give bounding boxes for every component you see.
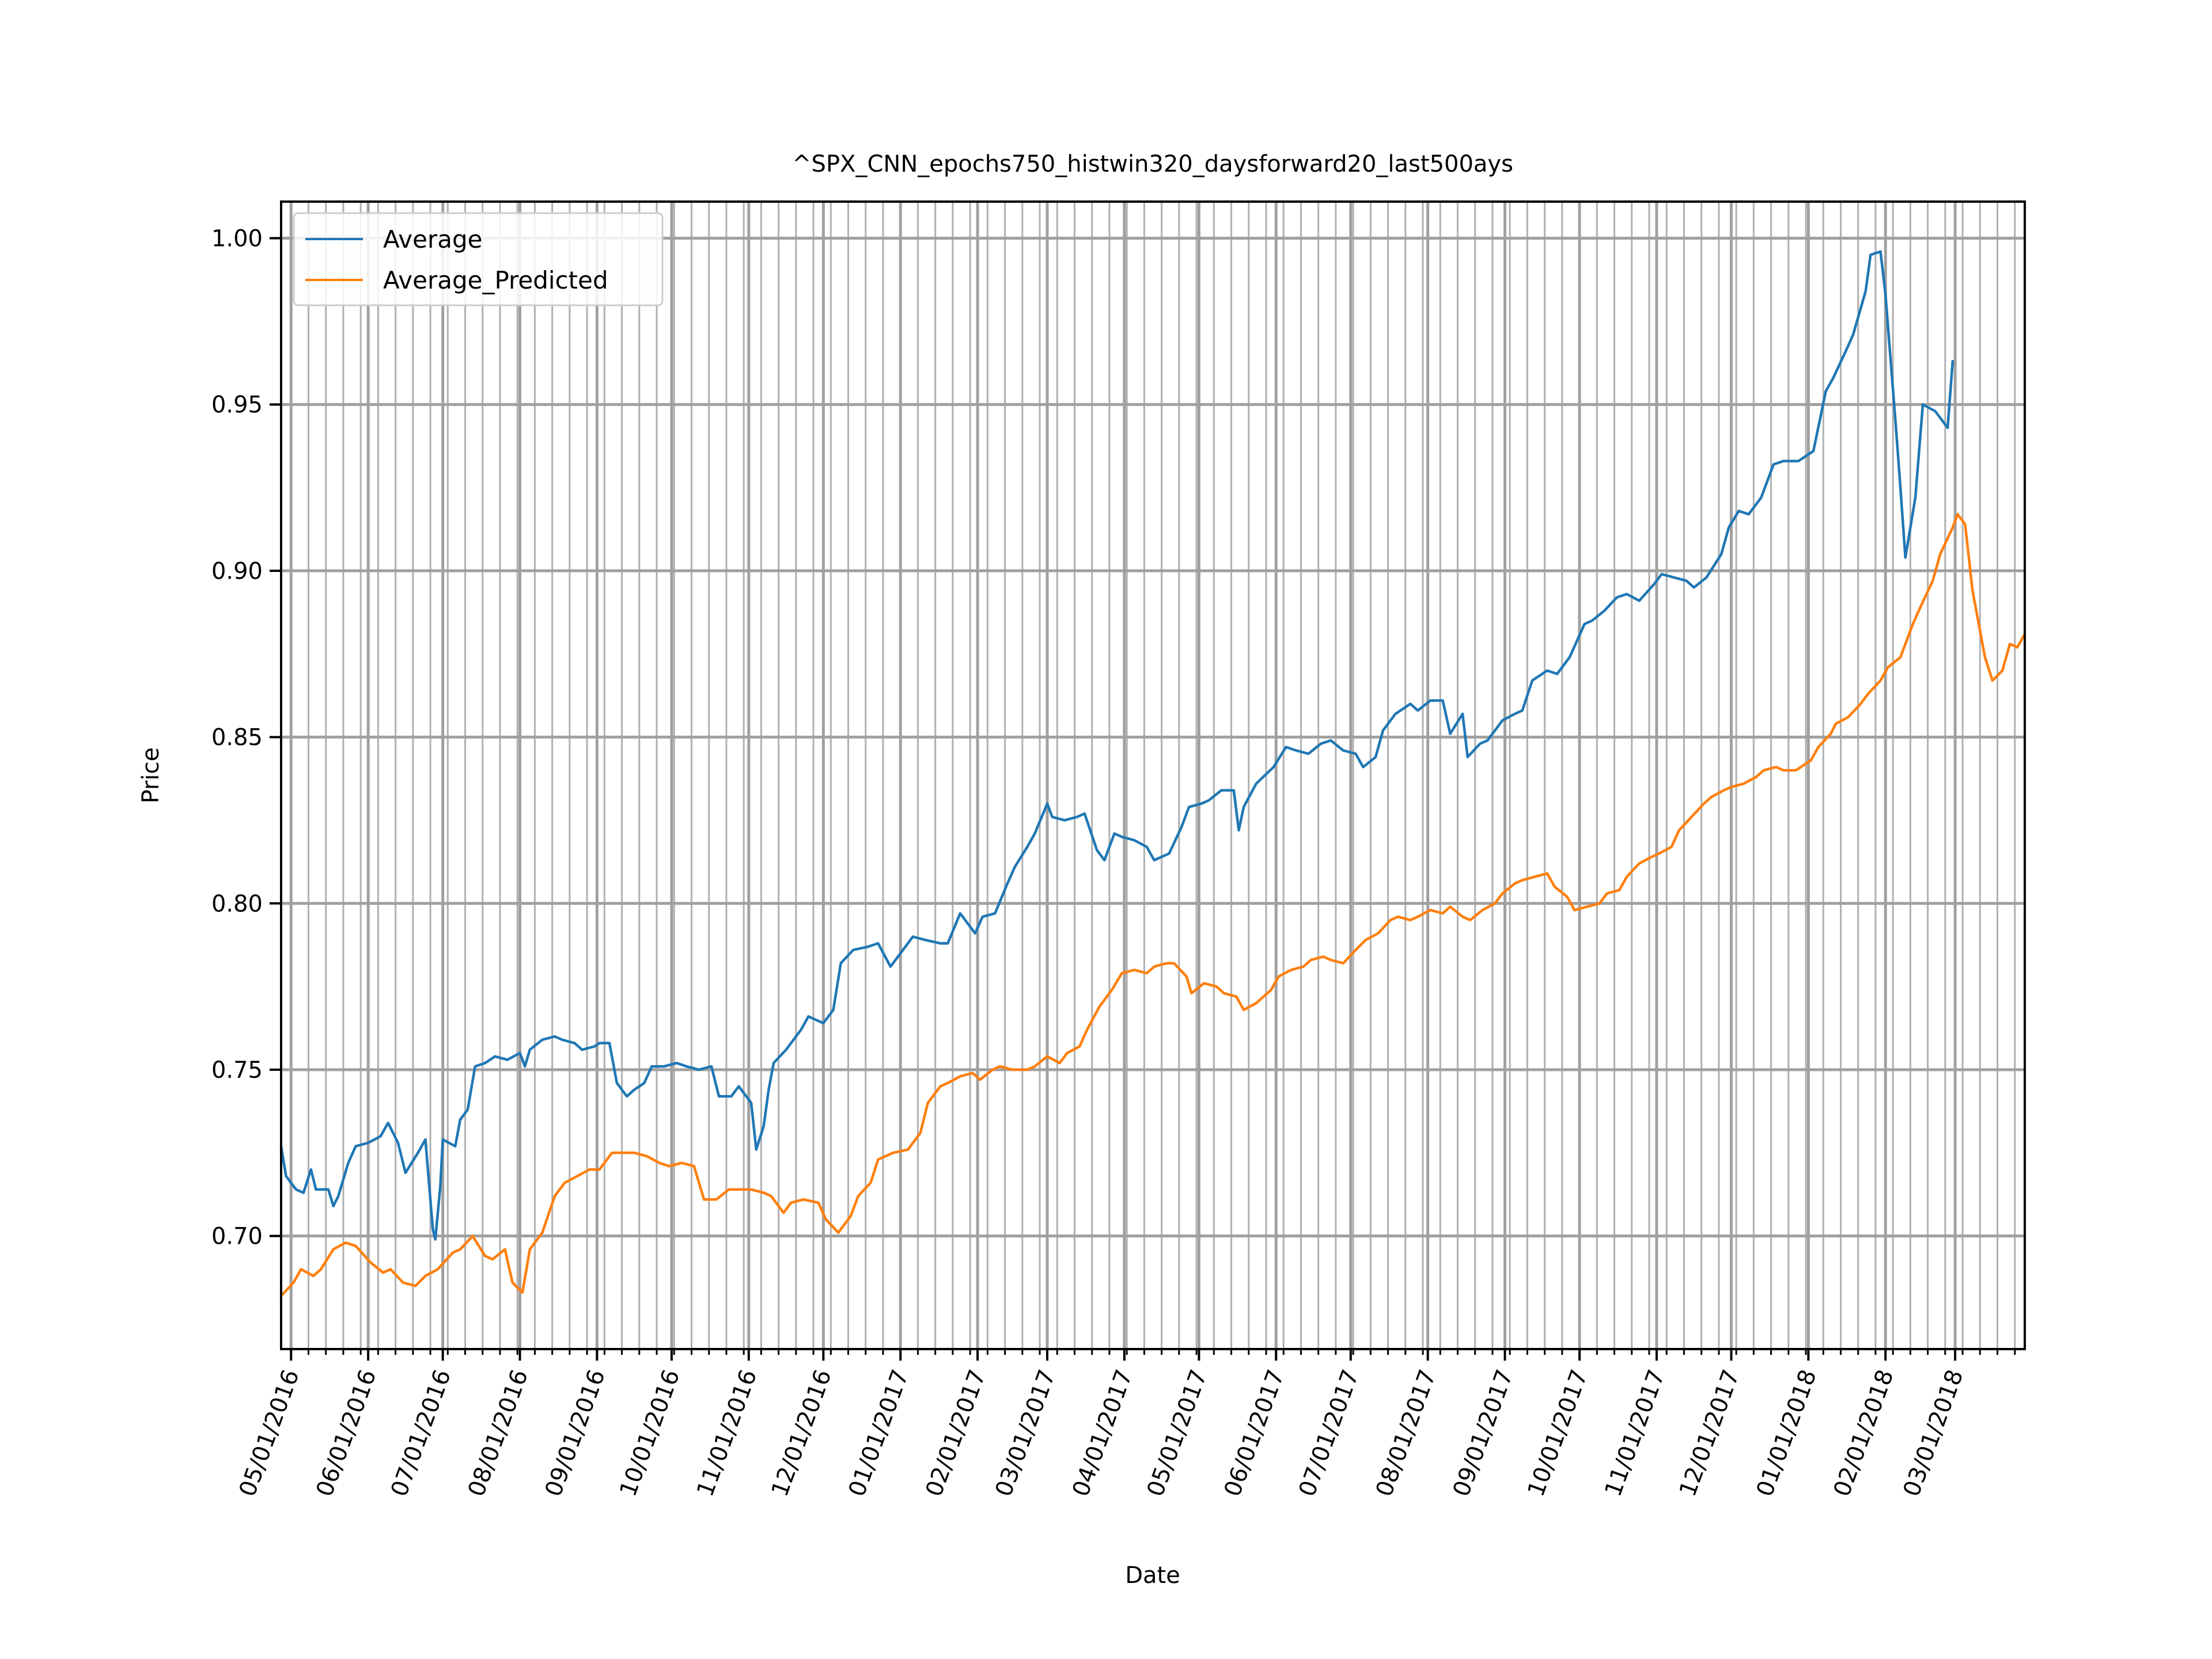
x-tick-label: 10/01/2016: [615, 1366, 685, 1500]
y-tick-label: 0.70: [211, 1224, 263, 1250]
legend-label-average: Average: [383, 225, 482, 253]
x-tick-label: 10/01/2017: [1522, 1366, 1593, 1500]
y-tick-label: 0.95: [211, 392, 263, 418]
series-layer: [279, 250, 2027, 1297]
x-axis-label: Date: [1125, 1562, 1180, 1589]
x-tick-label: 05/01/2017: [1142, 1366, 1213, 1500]
x-tick-label: 11/01/2017: [1600, 1366, 1670, 1500]
y-tick-label: 1.00: [211, 226, 263, 252]
y-axis-label: Price: [138, 747, 164, 804]
x-tick-label: 08/01/2016: [463, 1366, 533, 1500]
y-tick-label: 0.90: [211, 558, 263, 585]
x-axis: 05/01/2016 06/01/2016 07/01/2016 08/01/2016…: [234, 1349, 2016, 1500]
x-tick-label: 08/01/2017: [1371, 1366, 1441, 1500]
legend-label-average-predicted: Average_Predicted: [383, 266, 608, 294]
x-tick-label: 12/01/2016: [767, 1366, 837, 1500]
y-tick-label: 0.85: [211, 725, 263, 751]
series-line-average: [279, 250, 1955, 1241]
x-tick-label: 06/01/2016: [311, 1366, 381, 1500]
x-tick-label: 06/01/2017: [1219, 1366, 1290, 1500]
y-axis: 0.70 0.75 0.80 0.85 0.90 0.95 1.00: [211, 226, 281, 1250]
legend-box: [293, 212, 664, 306]
x-tick-label: 02/01/2018: [1829, 1366, 1899, 1500]
x-tick-label: 09/01/2016: [540, 1366, 611, 1500]
x-tick-label: 11/01/2016: [692, 1366, 762, 1500]
y-tick-label: 0.80: [211, 891, 263, 917]
x-tick-label: 03/01/2017: [990, 1366, 1060, 1500]
x-tick-label: 12/01/2017: [1675, 1366, 1745, 1500]
x-tick-label: 05/01/2016: [234, 1366, 305, 1500]
x-tick-label: 07/01/2016: [386, 1366, 456, 1500]
x-tick-label: 02/01/2017: [921, 1366, 991, 1500]
legend: Average Average_Predicted: [293, 212, 664, 306]
major-gridlines: [281, 202, 2025, 1349]
plot-frame: [280, 200, 2026, 1350]
chart-title: ^SPX_CNN_epochs750_histwin320_daysforwar…: [792, 151, 1513, 177]
x-tick-label: 04/01/2017: [1067, 1366, 1138, 1500]
series-line-average-predicted: [279, 513, 2027, 1297]
x-tick-label: 03/01/2018: [1898, 1366, 1968, 1500]
x-tick-label: 01/01/2017: [844, 1366, 914, 1500]
x-tick-label: 01/01/2018: [1752, 1366, 1822, 1500]
x-tick-label: 07/01/2017: [1294, 1366, 1364, 1500]
y-tick-label: 0.75: [211, 1057, 263, 1084]
x-tick-label: 09/01/2017: [1448, 1366, 1518, 1500]
